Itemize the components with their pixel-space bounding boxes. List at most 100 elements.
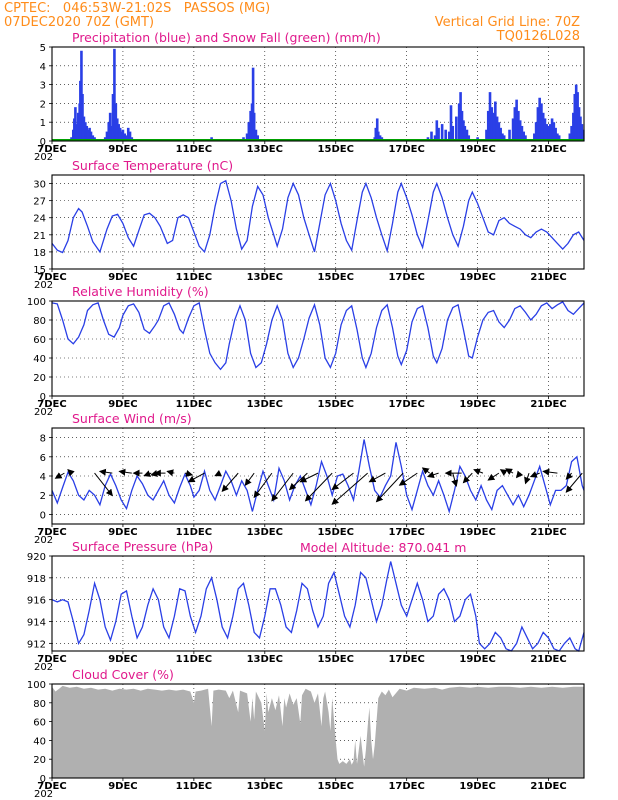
- panel-title: Surface Temperature (nC): [72, 158, 233, 173]
- precip-bar: [126, 127, 130, 141]
- x-tick-label: 17DEC: [388, 781, 424, 792]
- y-tick-label: 21: [33, 231, 46, 242]
- precip-bar: [502, 135, 506, 141]
- precip-bar: [430, 131, 433, 141]
- y-tick-label: 5: [40, 43, 46, 54]
- panel-frame: [51, 683, 585, 779]
- x-tick-label: 11DEC: [176, 272, 212, 283]
- x-year-label: 202: [34, 789, 53, 800]
- wind-vector: [542, 468, 558, 476]
- header-grid-label: Vertical Grid Line: 70Z: [435, 15, 580, 30]
- precip-bar: [581, 129, 585, 141]
- precip-bar: [549, 124, 552, 141]
- x-year-label: 202: [34, 152, 53, 163]
- panel-frame: [51, 555, 585, 652]
- x-tick-label: 15DEC: [318, 654, 354, 665]
- panel-frame: [51, 174, 585, 270]
- y-tick-label: 4: [40, 472, 46, 483]
- y-tick-label: 912: [27, 639, 46, 650]
- wind-vector: [473, 468, 484, 476]
- precip-bar: [579, 116, 582, 141]
- panel-title: Relative Humidity (%): [72, 284, 209, 299]
- precip-bar: [107, 122, 111, 141]
- y-tick-label: 8: [40, 434, 46, 445]
- x-tick-label: 9DEC: [108, 399, 137, 410]
- wind-vector: [253, 472, 273, 499]
- cloud-cover-area: [52, 685, 584, 778]
- x-year-label: 202: [34, 535, 53, 546]
- precip-bar: [111, 94, 115, 141]
- header-altitude: Model Altitude: 870.041 m: [300, 540, 466, 555]
- x-tick-label: 9DEC: [108, 781, 137, 792]
- precip-bar: [120, 131, 123, 141]
- precip-bar: [91, 135, 95, 141]
- precip-bar: [76, 112, 80, 141]
- y-tick-label: 2: [40, 491, 46, 502]
- x-tick-label: 9DEC: [108, 527, 137, 538]
- x-tick-label: 9DEC: [108, 144, 137, 155]
- precip-bar: [245, 133, 249, 141]
- precip-bar: [463, 125, 467, 141]
- precip-bar: [433, 135, 437, 141]
- panel-title: Surface Pressure (hPa): [72, 539, 213, 554]
- x-tick-label: 19DEC: [459, 144, 495, 155]
- precip-bar: [435, 120, 439, 141]
- x-tick-label: 19DEC: [459, 272, 495, 283]
- precip-bar: [105, 131, 109, 141]
- precip-bar: [533, 133, 536, 141]
- precip-bar: [556, 133, 559, 141]
- x-tick-label: 15DEC: [318, 399, 354, 410]
- x-tick-label: 13DEC: [247, 781, 283, 792]
- y-tick-label: 60: [33, 335, 46, 346]
- precip-bar: [85, 125, 89, 141]
- precip-bar: [457, 103, 461, 141]
- x-tick-label: 19DEC: [459, 654, 495, 665]
- precip-bar: [488, 92, 492, 141]
- precip-bar: [568, 133, 572, 141]
- precip-bar: [576, 92, 579, 141]
- wind-vector: [184, 470, 194, 477]
- y-tick-label: 20: [33, 755, 46, 766]
- x-tick-label: 9DEC: [108, 654, 137, 665]
- x-tick-label: 13DEC: [247, 527, 283, 538]
- x-tick-label: 7DEC: [37, 399, 66, 410]
- y-tick-label: 60: [33, 718, 46, 729]
- wind-vector: [529, 471, 540, 478]
- x-tick-label: 17DEC: [388, 654, 424, 665]
- precip-bar: [508, 129, 511, 141]
- precip-bar: [115, 118, 119, 141]
- precip-bar: [128, 131, 132, 141]
- y-tick-label: 0: [40, 392, 46, 403]
- x-tick-label: 21DEC: [530, 654, 566, 665]
- x-tick-label: 11DEC: [176, 144, 212, 155]
- wind-vector: [118, 468, 132, 476]
- panel-4: Surface Pressure (hPa) 912 914 916 918 920 7DE…: [27, 539, 585, 673]
- wind-vector: [451, 472, 459, 488]
- panel-frame: [51, 46, 585, 142]
- series-line: [51, 179, 585, 254]
- wind-vector: [54, 472, 65, 479]
- precip-bar: [513, 107, 517, 141]
- y-tick-label: 0: [40, 510, 46, 521]
- precip-bar: [84, 122, 87, 141]
- x-tick-label: 15DEC: [318, 144, 354, 155]
- precip-bar: [376, 131, 380, 141]
- precip-bar: [573, 94, 577, 141]
- precip-bar: [577, 107, 581, 141]
- y-tick-label: 80: [33, 316, 46, 327]
- x-tick-label: 7DEC: [37, 144, 66, 155]
- y-tick-label: 3: [40, 81, 46, 92]
- precip-bar: [486, 110, 490, 141]
- precip-bar: [123, 133, 127, 141]
- precip-bar: [459, 92, 462, 141]
- y-tick-label: 914: [27, 618, 46, 629]
- precip-bar: [110, 125, 113, 141]
- x-tick-label: 21DEC: [530, 527, 566, 538]
- precip-bar: [444, 129, 447, 141]
- precip-bar: [249, 110, 252, 141]
- y-tick-label: 1: [40, 118, 46, 129]
- wind-vector: [487, 472, 500, 481]
- series-line: [51, 301, 585, 371]
- panel-title: Precipitation (blue) and Snow Fall (gree…: [72, 30, 381, 45]
